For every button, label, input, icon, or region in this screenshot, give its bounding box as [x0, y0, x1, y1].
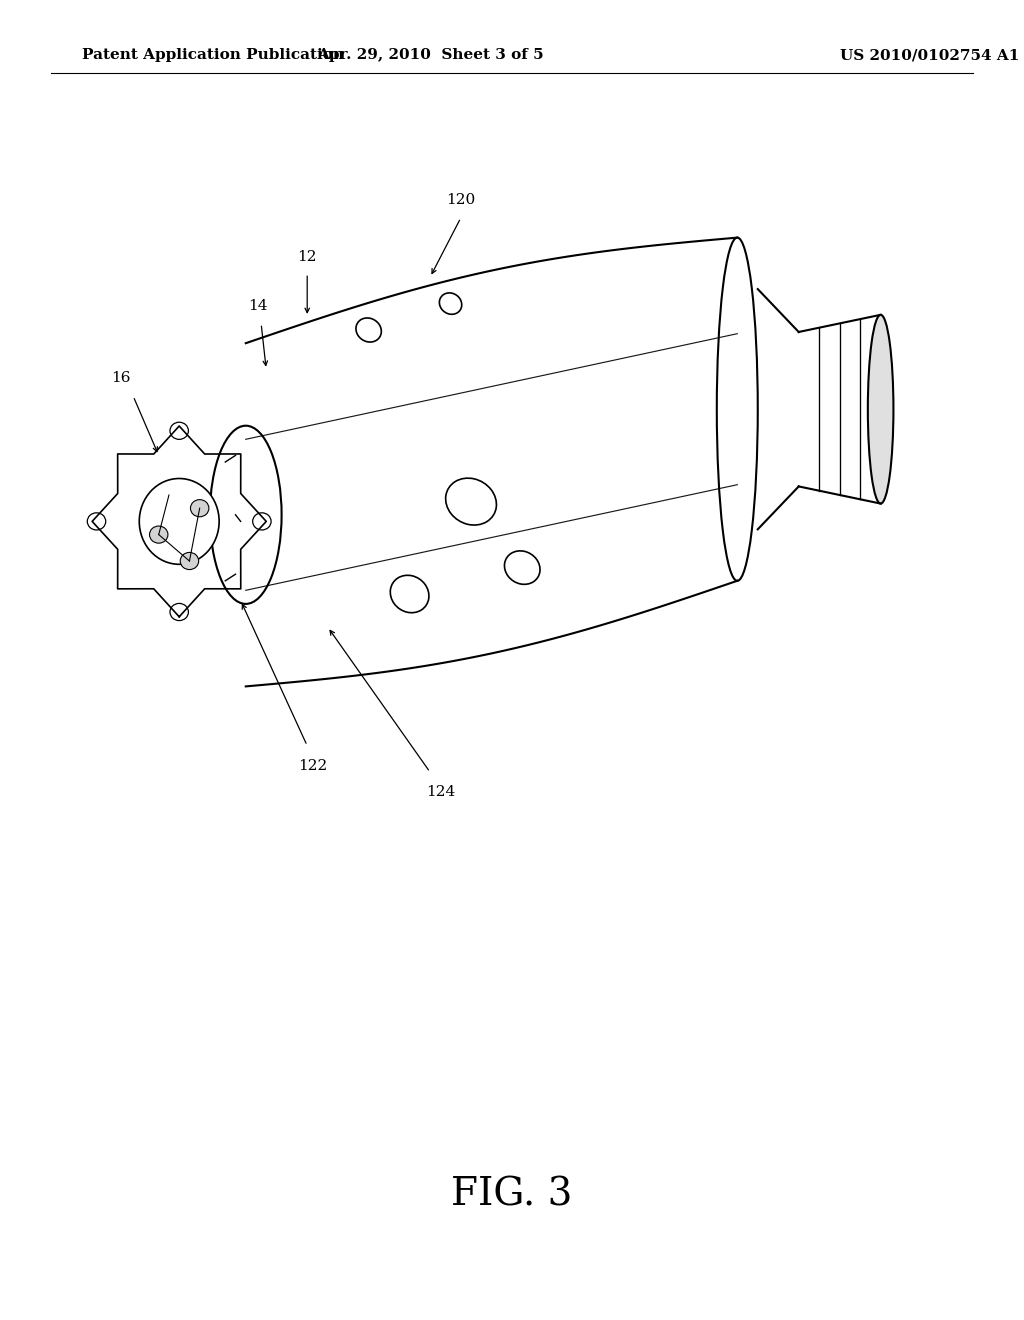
Text: 16: 16 [111, 371, 131, 385]
Text: 120: 120 [446, 193, 475, 207]
Text: 122: 122 [298, 759, 327, 774]
Ellipse shape [868, 315, 893, 504]
Text: Patent Application Publication: Patent Application Publication [82, 49, 344, 62]
Ellipse shape [170, 603, 188, 620]
Text: US 2010/0102754 A1: US 2010/0102754 A1 [840, 49, 1019, 62]
Text: 12: 12 [297, 249, 317, 264]
Ellipse shape [150, 525, 168, 544]
Ellipse shape [139, 479, 219, 565]
Ellipse shape [356, 318, 381, 342]
Ellipse shape [170, 422, 188, 440]
Ellipse shape [505, 550, 540, 585]
Ellipse shape [439, 293, 462, 314]
Text: Apr. 29, 2010  Sheet 3 of 5: Apr. 29, 2010 Sheet 3 of 5 [316, 49, 544, 62]
Ellipse shape [190, 500, 209, 517]
Text: 14: 14 [248, 298, 268, 313]
Ellipse shape [180, 553, 199, 570]
Ellipse shape [445, 478, 497, 525]
Text: 124: 124 [426, 785, 455, 800]
Ellipse shape [87, 512, 105, 529]
Ellipse shape [253, 512, 271, 529]
Text: FIG. 3: FIG. 3 [452, 1176, 572, 1213]
Ellipse shape [390, 576, 429, 612]
